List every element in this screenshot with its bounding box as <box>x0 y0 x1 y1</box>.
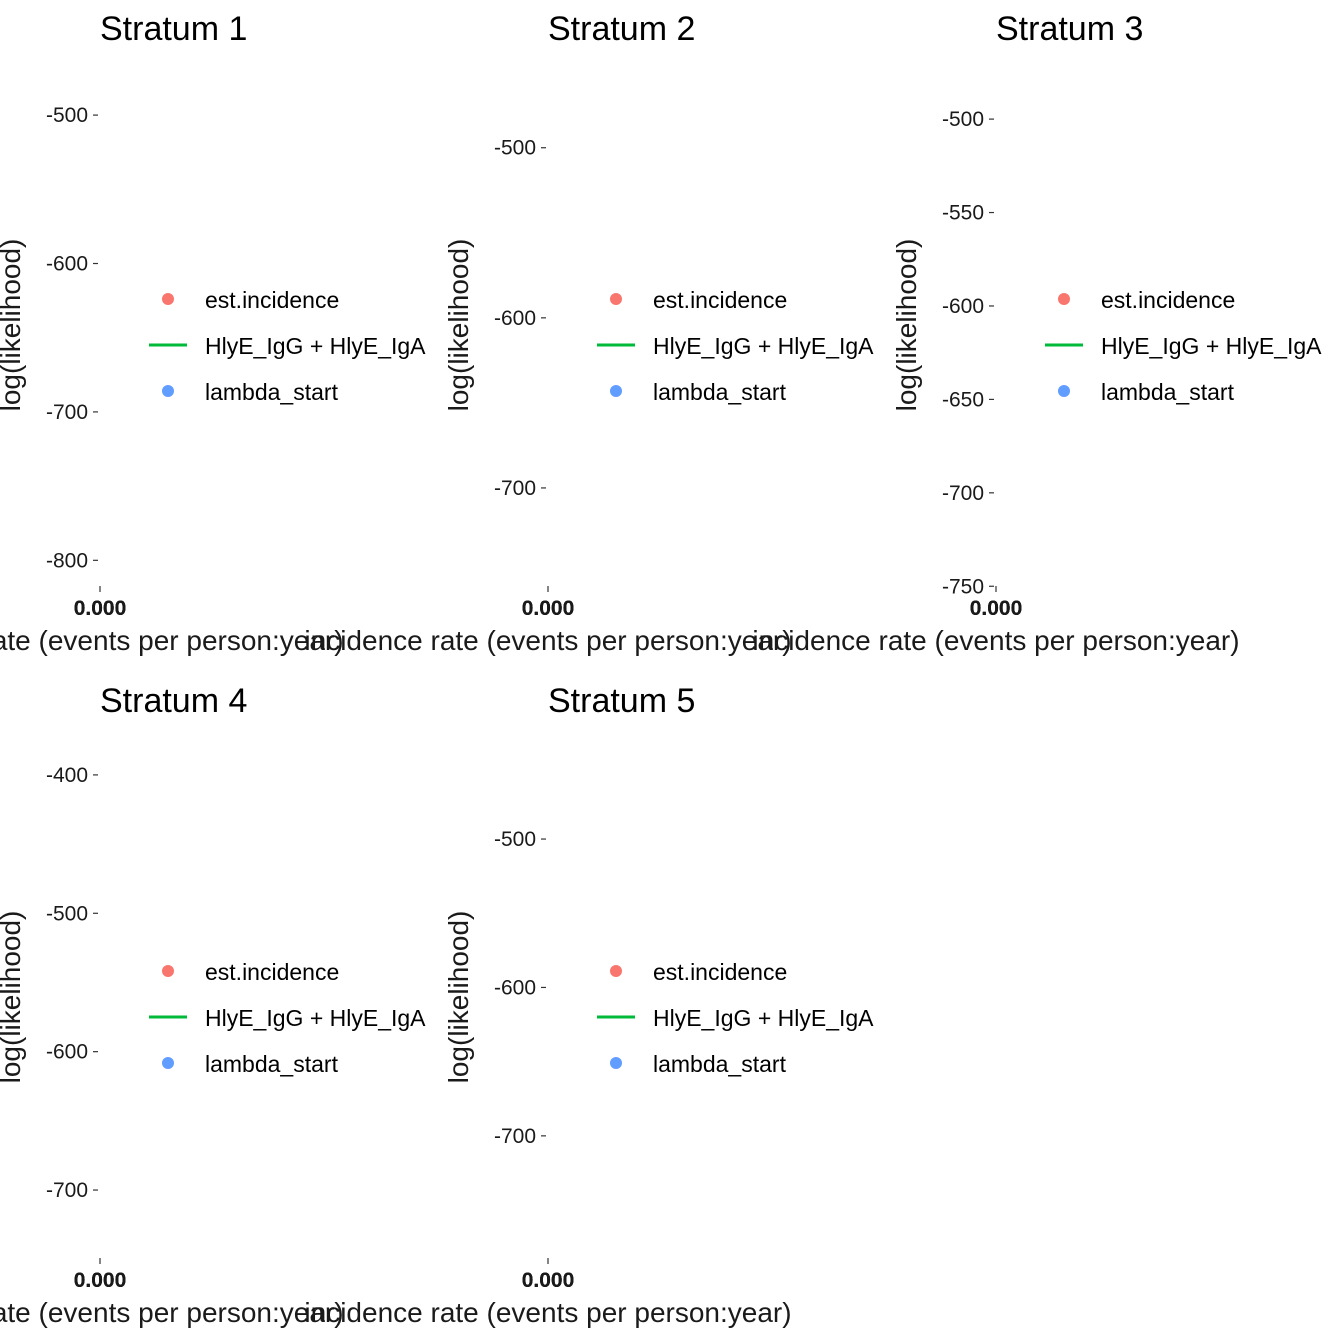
legend-label: HlyE_IgG + HlyE_IgA <box>653 1005 874 1031</box>
y-tick-label: -500 <box>494 828 536 851</box>
stratum-panel-3: Stratum 3-500-550-600-650-700-7500.0000.… <box>752 10 1322 656</box>
x-axis-title: incidence rate (events per person:year) <box>0 1297 344 1328</box>
legend-key-point <box>162 1057 174 1069</box>
legend-label: est.incidence <box>653 959 787 985</box>
y-tick-label: -500 <box>494 137 536 160</box>
legend-label: est.incidence <box>205 959 339 985</box>
x-axis-title: incidence rate (events per person:year) <box>752 625 1239 656</box>
legend-key-point <box>610 293 622 305</box>
panel-title: Stratum 3 <box>996 10 1143 48</box>
panel-title: Stratum 4 <box>100 682 247 720</box>
x-axis-title: incidence rate (events per person:year) <box>304 625 791 656</box>
y-tick-label: -750 <box>942 575 984 598</box>
y-tick-label: -650 <box>942 388 984 411</box>
legend-label: HlyE_IgG + HlyE_IgA <box>205 333 426 359</box>
stratum-panel-1: Stratum 1-500-600-700-8000.0000.0000.000… <box>0 10 426 656</box>
y-tick-label: -600 <box>494 307 536 330</box>
x-tick-label: 0.000 <box>970 597 1023 620</box>
legend-key-point <box>162 965 174 977</box>
stratum-panel-5: Stratum 5-500-600-7000.0000.0000.000log(… <box>304 682 874 1328</box>
legend-label: lambda_start <box>653 379 787 405</box>
legend-label: lambda_start <box>1101 379 1235 405</box>
legend-label: est.incidence <box>205 287 339 313</box>
x-axis-title: incidence rate (events per person:year) <box>0 625 344 656</box>
y-axis-title: log(likelihood) <box>443 911 474 1084</box>
legend-key-point <box>1058 293 1070 305</box>
legend-label: est.incidence <box>1101 287 1235 313</box>
y-axis-title: log(likelihood) <box>443 239 474 412</box>
x-tick-label: 0.000 <box>74 597 127 620</box>
legend-label: est.incidence <box>653 287 787 313</box>
y-tick-label: -500 <box>942 108 984 131</box>
x-tick-label: 0.000 <box>74 1269 127 1292</box>
x-tick-label: 0.000 <box>970 597 1023 620</box>
legend: est.incidence HlyE_IgG + HlyE_IgA lambda_s… <box>149 287 426 405</box>
x-tick-label: 0.000 <box>522 597 575 620</box>
y-axis-title: log(likelihood) <box>891 239 922 412</box>
y-tick-label: -500 <box>46 104 88 127</box>
x-tick-label: 0.000 <box>970 597 1023 620</box>
legend-key-point <box>610 965 622 977</box>
legend-label: lambda_start <box>205 1051 339 1077</box>
legend-label: HlyE_IgG + HlyE_IgA <box>1101 333 1322 359</box>
y-tick-label: -600 <box>46 1041 88 1064</box>
legend-key-point <box>1058 385 1070 397</box>
y-tick-label: -700 <box>494 1125 536 1148</box>
legend-label: lambda_start <box>653 1051 787 1077</box>
x-tick-label: 0.000 <box>522 1269 575 1292</box>
y-tick-label: -700 <box>46 401 88 424</box>
y-tick-label: -550 <box>942 202 984 225</box>
x-tick-label: 0.000 <box>74 1269 127 1292</box>
x-tick-label: 0.000 <box>522 1269 575 1292</box>
legend-label: HlyE_IgG + HlyE_IgA <box>653 333 874 359</box>
legend-label: HlyE_IgG + HlyE_IgA <box>205 1005 426 1031</box>
y-tick-label: -400 <box>46 764 88 787</box>
y-tick-label: -600 <box>46 253 88 276</box>
x-tick-label: 0.000 <box>522 1269 575 1292</box>
legend-key-point <box>162 293 174 305</box>
legend-key-point <box>610 1057 622 1069</box>
y-tick-label: -700 <box>942 482 984 505</box>
x-tick-label: 0.000 <box>74 597 127 620</box>
x-axis-title: incidence rate (events per person:year) <box>304 1297 791 1328</box>
y-tick-label: -600 <box>494 976 536 999</box>
legend: est.incidence HlyE_IgG + HlyE_IgA lambda_s… <box>1045 287 1322 405</box>
y-tick-label: -600 <box>942 295 984 318</box>
y-axis-title: log(likelihood) <box>0 911 26 1084</box>
legend-key-point <box>162 385 174 397</box>
y-tick-label: -500 <box>46 902 88 925</box>
legend: est.incidence HlyE_IgG + HlyE_IgA lambda_s… <box>149 959 426 1077</box>
y-tick-label: -700 <box>494 477 536 500</box>
stratum-panel-4: Stratum 4-400-500-600-7000.0000.0000.000… <box>0 682 426 1328</box>
y-axis-title: log(likelihood) <box>0 239 26 412</box>
legend: est.incidence HlyE_IgG + HlyE_IgA lambda_s… <box>597 959 874 1077</box>
y-tick-label: -800 <box>46 549 88 572</box>
stratum-panel-2: Stratum 2-500-600-7000.0000.0000.000log(… <box>304 10 874 656</box>
panel-title: Stratum 1 <box>100 10 247 48</box>
panel-title: Stratum 2 <box>548 10 695 48</box>
legend-label: lambda_start <box>205 379 339 405</box>
legend-key-point <box>610 385 622 397</box>
panel-title: Stratum 5 <box>548 682 695 720</box>
y-tick-label: -700 <box>46 1179 88 1202</box>
x-tick-label: 0.000 <box>74 1269 127 1292</box>
x-tick-label: 0.000 <box>74 597 127 620</box>
legend: est.incidence HlyE_IgG + HlyE_IgA lambda_s… <box>597 287 874 405</box>
x-tick-label: 0.000 <box>522 597 575 620</box>
x-tick-label: 0.000 <box>522 597 575 620</box>
